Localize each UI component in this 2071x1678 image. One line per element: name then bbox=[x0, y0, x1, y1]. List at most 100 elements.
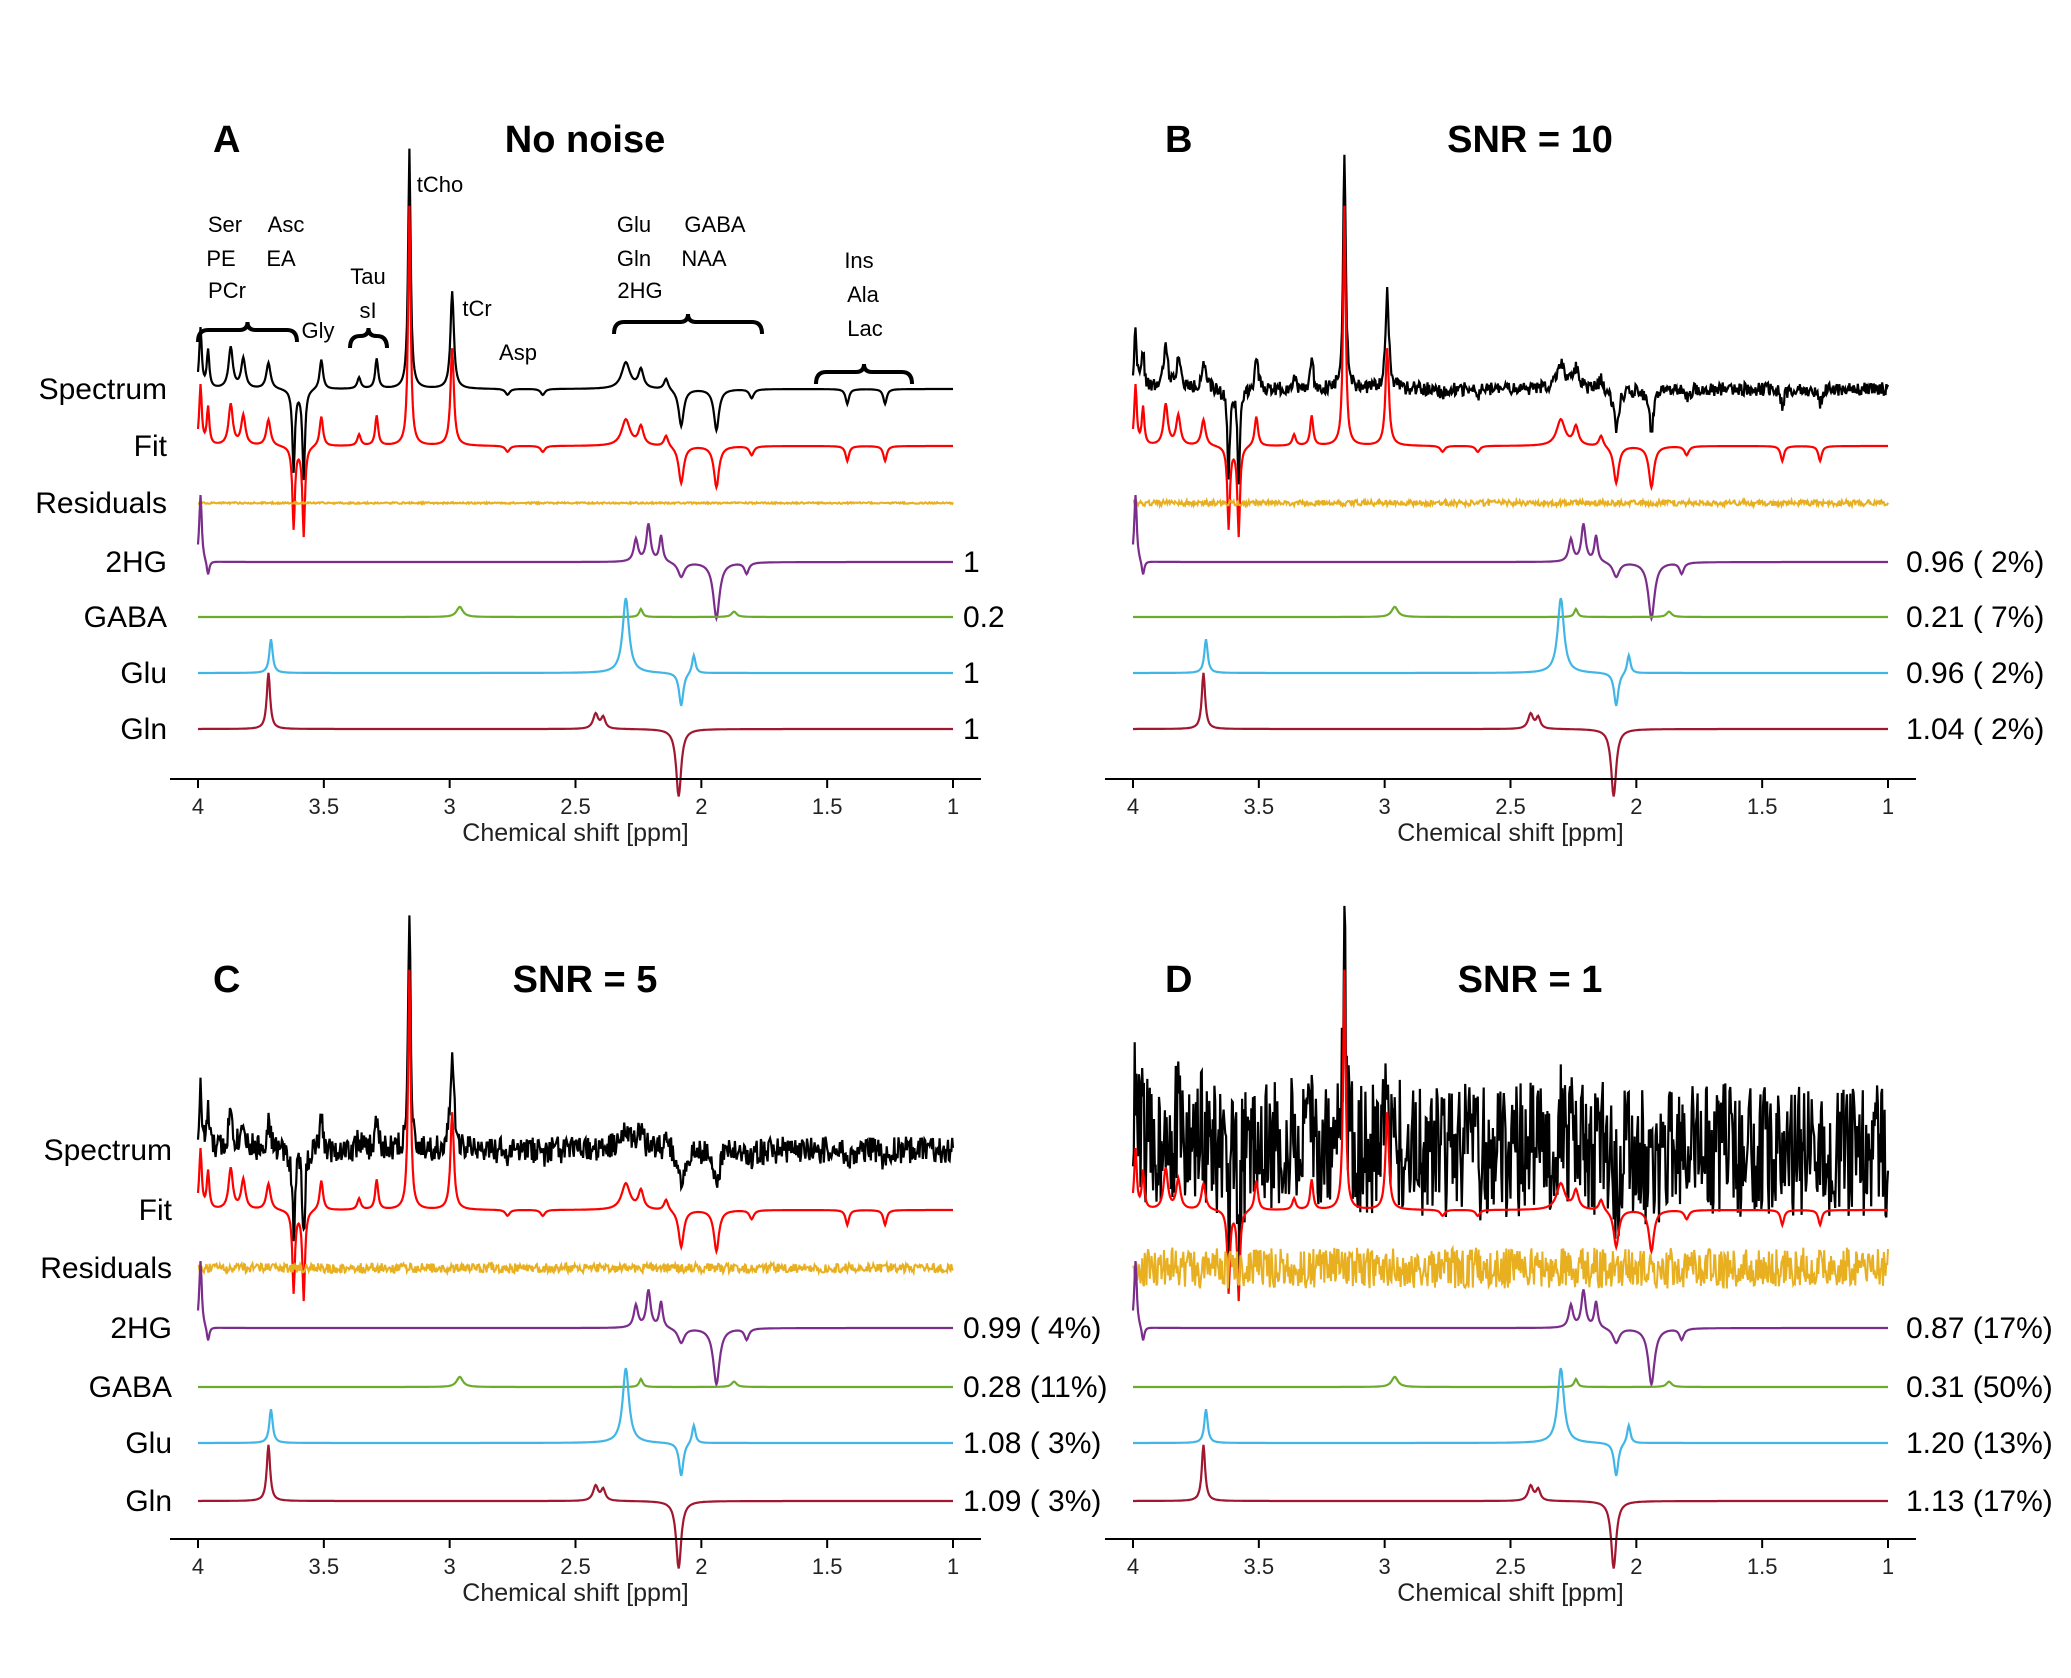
trace-gln bbox=[1133, 672, 1888, 797]
trace-fit bbox=[1131, 205, 1888, 538]
x-tick-label: 3 bbox=[444, 794, 456, 819]
concentration-value: 1 bbox=[963, 546, 980, 579]
trace-spectrum bbox=[196, 915, 955, 1242]
concentration-value: 0.31 (50%) bbox=[1906, 1371, 2053, 1404]
x-tick-label: 4 bbox=[192, 794, 204, 819]
trace-glu bbox=[1133, 1367, 1888, 1477]
trace-2hg bbox=[196, 495, 953, 623]
trace-gln bbox=[1133, 1444, 1888, 1569]
metabolite-label: Asp bbox=[499, 340, 537, 365]
panel-title: SNR = 10 bbox=[1447, 119, 1613, 161]
metabolite-label: Gly bbox=[302, 318, 335, 343]
panel-d: D SNR = 1 0.87 (17%) 0.31 (50%) 1.20 (13%) 1.… bbox=[1105, 905, 2053, 1607]
metabolite-label: Ins bbox=[844, 248, 873, 273]
trace-glu bbox=[1133, 597, 1888, 707]
x-tick-label: 1 bbox=[1882, 1554, 1894, 1579]
x-tick-label: 2 bbox=[695, 794, 707, 819]
x-tick-label: 3.5 bbox=[1244, 1554, 1275, 1579]
x-tick-label: 3 bbox=[444, 1554, 456, 1579]
x-tick-label: 1.5 bbox=[812, 1554, 843, 1579]
trace-gaba bbox=[1133, 1375, 1888, 1389]
x-tick-label: 1 bbox=[1882, 794, 1894, 819]
metabolite-label: Tau bbox=[350, 264, 385, 289]
trace-gaba bbox=[198, 605, 953, 619]
brace-annotation bbox=[196, 321, 299, 343]
x-axis-label: Chemical shift [ppm] bbox=[462, 1579, 688, 1607]
trace-glu bbox=[198, 597, 953, 707]
trace-gln bbox=[198, 1444, 953, 1569]
row-label: Fit bbox=[139, 1194, 173, 1227]
panel-a: A No noise Spectrum Fit Residuals 2HG 1 GABA 0.2… bbox=[35, 119, 1004, 847]
row-label: GABA bbox=[84, 601, 167, 634]
x-tick-label: 2.5 bbox=[560, 794, 591, 819]
metabolite-label: tCho bbox=[417, 172, 463, 197]
x-tick-label: 2.5 bbox=[1495, 794, 1526, 819]
x-tick-label: 4 bbox=[192, 1554, 204, 1579]
panel-b: B SNR = 10 0.96 ( 2%) 0.21 ( 7%) 0.96 ( 2%) 1… bbox=[1105, 119, 2044, 847]
brace-annotation bbox=[612, 313, 764, 335]
row-label: Gln bbox=[125, 1485, 172, 1518]
panel-title: SNR = 5 bbox=[513, 959, 658, 1001]
x-tick-label: 3 bbox=[1379, 794, 1391, 819]
metabolite-label: Lac bbox=[847, 316, 882, 341]
x-tick-label: 3 bbox=[1379, 1554, 1391, 1579]
metabolite-label: tCr bbox=[462, 296, 491, 321]
row-label: Residuals bbox=[40, 1252, 172, 1285]
x-axis-label: Chemical shift [ppm] bbox=[462, 819, 688, 847]
row-label: Glu bbox=[125, 1427, 172, 1460]
metabolite-label: Glu bbox=[617, 212, 651, 237]
trace-2hg bbox=[1131, 1261, 1888, 1389]
panel-letter: D bbox=[1165, 959, 1192, 1001]
brace-annotation bbox=[348, 327, 389, 349]
row-label: Gln bbox=[120, 713, 167, 746]
concentration-value: 0.87 (17%) bbox=[1906, 1312, 2053, 1345]
x-tick-label: 4 bbox=[1127, 1554, 1139, 1579]
concentration-value: 1 bbox=[963, 657, 980, 690]
concentration-value: 0.21 ( 7%) bbox=[1906, 601, 2044, 634]
metabolite-label: sI bbox=[359, 298, 376, 323]
trace-residuals bbox=[197, 500, 954, 506]
metabolite-label: PE bbox=[206, 246, 235, 271]
row-label: Glu bbox=[120, 657, 167, 690]
row-label: 2HG bbox=[110, 1312, 172, 1345]
panel-letter: C bbox=[213, 959, 240, 1001]
x-tick-label: 1.5 bbox=[1747, 1554, 1778, 1579]
concentration-value: 0.28 (11%) bbox=[963, 1371, 1108, 1404]
row-label: Spectrum bbox=[39, 373, 167, 406]
panel-letter: B bbox=[1165, 119, 1192, 161]
x-tick-label: 3.5 bbox=[309, 794, 340, 819]
trace-fit bbox=[196, 969, 953, 1302]
trace-2hg bbox=[196, 1261, 953, 1389]
row-label: Residuals bbox=[35, 487, 167, 520]
metabolite-label: NAA bbox=[681, 246, 727, 271]
trace-residuals bbox=[1132, 496, 1889, 510]
trace-spectrum bbox=[1131, 154, 1890, 485]
x-axis-label: Chemical shift [ppm] bbox=[1397, 1579, 1623, 1607]
trace-residuals bbox=[197, 1259, 954, 1277]
row-label: GABA bbox=[89, 1371, 172, 1404]
trace-fit bbox=[196, 205, 953, 538]
x-tick-label: 3.5 bbox=[1244, 794, 1275, 819]
row-label: Fit bbox=[134, 430, 168, 463]
metabolite-label: 2HG bbox=[617, 278, 662, 303]
trace-gaba bbox=[198, 1375, 953, 1389]
panel-title: No noise bbox=[505, 119, 665, 161]
concentration-value: 1.09 ( 3%) bbox=[963, 1485, 1101, 1518]
x-tick-label: 2 bbox=[1630, 794, 1642, 819]
row-label: 2HG bbox=[105, 546, 167, 579]
x-tick-label: 2.5 bbox=[1495, 1554, 1526, 1579]
x-tick-label: 2 bbox=[1630, 1554, 1642, 1579]
x-tick-label: 1 bbox=[947, 1554, 959, 1579]
x-tick-label: 1.5 bbox=[812, 794, 843, 819]
x-tick-label: 1.5 bbox=[1747, 794, 1778, 819]
row-label: Spectrum bbox=[44, 1134, 172, 1167]
panel-title: SNR = 1 bbox=[1458, 959, 1603, 1001]
trace-spectrum bbox=[196, 148, 953, 481]
x-tick-label: 4 bbox=[1127, 794, 1139, 819]
x-tick-label: 2.5 bbox=[560, 1554, 591, 1579]
concentration-value: 0.96 ( 2%) bbox=[1906, 657, 2044, 690]
metabolite-label: Ala bbox=[847, 282, 880, 307]
trace-residuals bbox=[1132, 1244, 1889, 1291]
concentration-value: 1.08 ( 3%) bbox=[963, 1427, 1101, 1460]
